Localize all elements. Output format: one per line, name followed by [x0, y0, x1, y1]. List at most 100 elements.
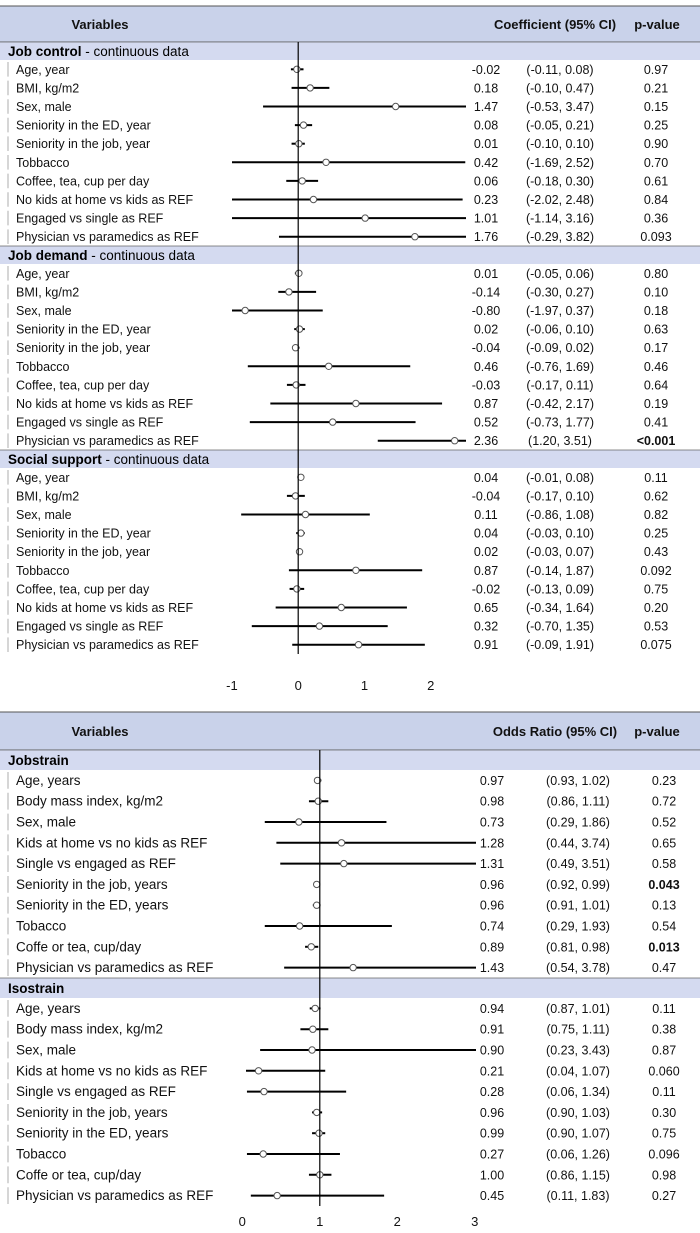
estimate-value: 0.21 [480, 1064, 504, 1078]
estimate-value: 0.27 [480, 1148, 504, 1162]
estimate-value: 1.31 [480, 857, 504, 871]
ci-value: (0.23, 3.43) [546, 1044, 610, 1058]
group-header-background [0, 978, 700, 998]
group-header-background [0, 450, 700, 468]
estimate-value: 0.01 [474, 267, 498, 281]
p-value: 0.060 [648, 1064, 679, 1078]
point-estimate [354, 641, 363, 649]
p-value: 0.54 [652, 920, 676, 934]
p-value: 0.62 [644, 489, 668, 503]
row-label: No kids at home vs kids as REF [16, 601, 194, 615]
estimate-value: 0.52 [474, 416, 498, 430]
ci-value: (0.93, 1.02) [546, 774, 610, 788]
ci-value: (-0.76, 1.69) [526, 360, 594, 374]
row-label: Age, year [16, 63, 70, 77]
point-estimate [314, 797, 322, 805]
point-estimate [241, 306, 249, 315]
estimate-value: 0.04 [474, 527, 498, 541]
ci-value: (0.04, 1.07) [546, 1064, 610, 1078]
ci-value: (0.75, 1.11) [546, 1023, 609, 1037]
p-value: 0.72 [652, 795, 676, 809]
point-estimate [361, 214, 369, 222]
p-value: 0.20 [644, 601, 668, 615]
ci-value: (0.06, 1.26) [546, 1148, 610, 1162]
header-pvalue: p-value [634, 724, 680, 739]
estimate-value: 0.42 [474, 156, 498, 170]
estimate-value: -0.04 [472, 489, 501, 503]
estimate-value: 0.94 [480, 1002, 504, 1016]
ci-value: (-0.18, 0.30) [526, 174, 594, 188]
p-value: 0.093 [640, 230, 671, 244]
row-label: Age, year [16, 471, 70, 485]
ci-value: (-1.69, 2.52) [526, 156, 594, 170]
estimate-value: 0.23 [474, 193, 498, 207]
p-value: 0.70 [644, 156, 668, 170]
ci-value: (-1.97, 0.37) [526, 304, 594, 318]
ci-value: (-0.30, 0.27) [526, 285, 594, 299]
estimate-value: 0.08 [474, 119, 498, 133]
row-label: Age, years [16, 773, 81, 788]
ci-value: (-0.17, 0.11) [526, 378, 593, 392]
row-label: Seniority in the job, years [16, 1105, 168, 1120]
group-title: Jobstrain [8, 753, 69, 768]
group-title: Social support - continuous data [8, 452, 210, 467]
ci-value: (-0.03, 0.10) [526, 527, 594, 541]
ci-value: (-0.14, 1.87) [526, 564, 594, 578]
estimate-value: 0.99 [480, 1127, 504, 1141]
group-title: Job control - continuous data [8, 44, 189, 59]
row-label: Seniority in the ED, year [16, 119, 151, 133]
estimate-value: 0.87 [474, 397, 498, 411]
point-estimate [295, 548, 304, 556]
p-value: 0.75 [644, 582, 668, 596]
point-estimate [322, 158, 330, 167]
x-tick-label: -1 [226, 678, 238, 693]
p-value: 0.17 [644, 341, 668, 355]
x-tick-label: 2 [394, 1214, 401, 1229]
group-header-background [0, 750, 700, 770]
row-label: Coffee, tea, cup per day [16, 582, 150, 596]
header-variables: Variables [71, 17, 128, 32]
ci-value: (-0.13, 0.09) [526, 582, 594, 596]
ci-value: (-0.06, 0.10) [526, 323, 594, 337]
point-estimate [352, 566, 360, 574]
point-estimate [254, 1067, 263, 1075]
p-value: 0.11 [652, 1002, 675, 1016]
estimate-value: 0.96 [480, 878, 504, 892]
p-value: 0.21 [644, 81, 668, 95]
row-label: BMI, kg/m2 [16, 489, 79, 503]
ci-value: (0.29, 1.86) [546, 816, 610, 830]
point-estimate [293, 65, 301, 74]
p-value: 0.97 [644, 63, 668, 77]
estimate-value: 1.28 [480, 836, 504, 850]
point-estimate [295, 325, 304, 333]
p-value: 0.13 [652, 899, 676, 913]
p-value: 0.27 [652, 1189, 676, 1203]
row-label: Kids at home vs no kids as REF [16, 1063, 207, 1078]
row-label: Seniority in the job, year [16, 341, 150, 355]
ci-value: (-0.34, 1.64) [526, 601, 594, 615]
table-header-background [0, 6, 700, 42]
table-header-background [0, 712, 700, 750]
point-estimate [301, 510, 310, 519]
estimate-value: 1.43 [480, 961, 504, 975]
row-label: BMI, kg/m2 [16, 81, 79, 95]
point-estimate [273, 1191, 281, 1200]
ci-value: (-0.05, 0.21) [526, 119, 594, 133]
ci-value: (0.06, 1.34) [546, 1085, 610, 1099]
row-label: Tobacco [16, 1147, 66, 1162]
estimate-value: 0.96 [480, 899, 504, 913]
row-label: Tobbacco [16, 360, 70, 374]
estimate-value: 2.36 [474, 434, 498, 448]
ci-value: (1.20, 3.51) [528, 434, 592, 448]
p-value: 0.61 [644, 174, 668, 188]
p-value: 0.043 [648, 878, 679, 892]
ci-value: (-1.14, 3.16) [526, 212, 594, 226]
ci-value: (-0.10, 0.47) [526, 81, 594, 95]
p-value: 0.52 [652, 816, 676, 830]
point-estimate [313, 880, 321, 889]
row-label: Seniority in the ED, years [16, 898, 169, 913]
estimate-value: 0.01 [474, 137, 498, 151]
ci-value: (-0.10, 0.10) [526, 137, 594, 151]
p-value: 0.84 [644, 193, 668, 207]
point-estimate [411, 233, 419, 241]
